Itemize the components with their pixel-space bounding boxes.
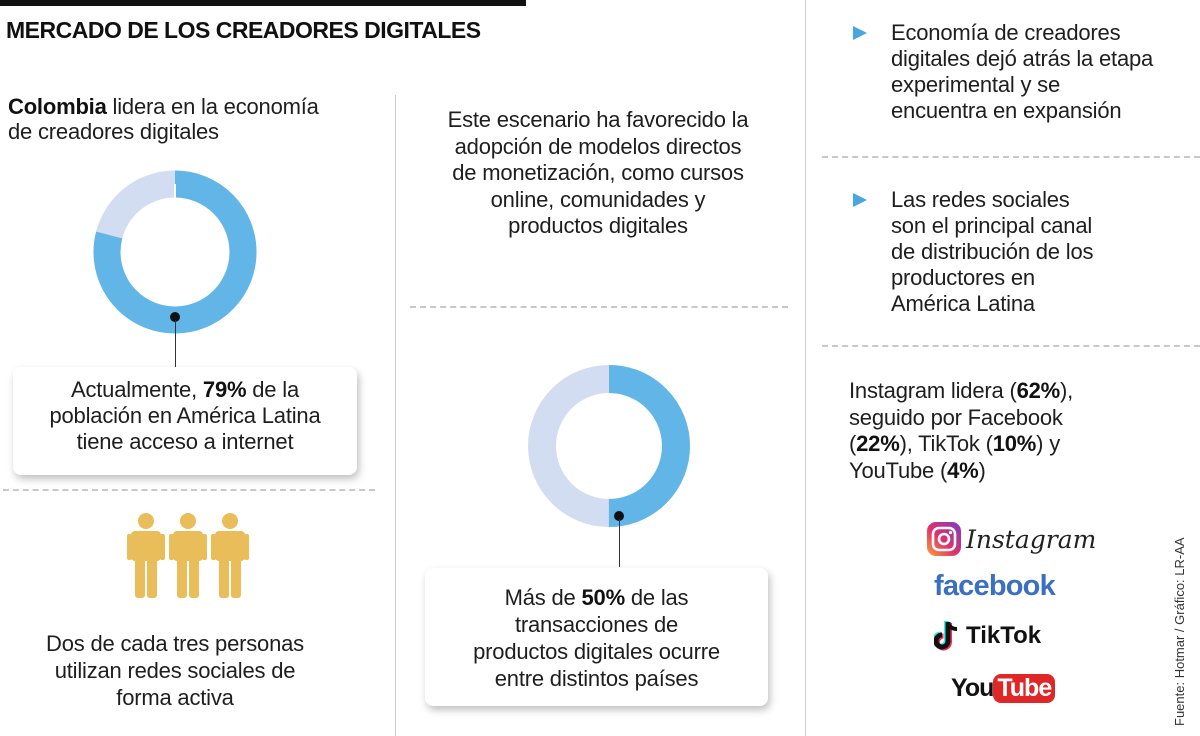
marker-dot — [614, 511, 624, 521]
text: YouTube ( — [849, 457, 948, 483]
tiktok-share: 10% — [992, 431, 1037, 456]
person-icon — [169, 513, 207, 598]
person-icon — [127, 513, 165, 598]
callout-text: población en América Latina — [49, 403, 321, 428]
text-line: de distribución de los — [891, 239, 1094, 264]
text: Instagram lidera ( — [849, 378, 1017, 403]
section-divider — [3, 489, 375, 491]
heading-rest: lidera en la economía — [106, 94, 319, 119]
heading-country: Colombia — [8, 94, 107, 119]
text-line: Las redes sociales — [891, 187, 1070, 212]
callout-text: de la — [246, 377, 299, 402]
section-divider — [410, 306, 788, 308]
text-line: digitales dejó atrás la etapa — [891, 46, 1154, 71]
text-line: online, comunidades y — [490, 186, 706, 212]
text-line: de monetización, como cursos — [452, 160, 744, 185]
marker-dot — [170, 312, 180, 322]
callout-text: entre distintos países — [494, 666, 699, 691]
section-divider — [822, 345, 1200, 347]
text-line: utilizan redes sociales de — [54, 658, 296, 683]
callout-cross-border: Más de 50% de las transacciones de produ… — [425, 568, 768, 706]
text-line: América Latina — [891, 291, 1035, 316]
instagram-share: 62% — [1016, 378, 1061, 403]
page-title: MERCADO DE LOS CREADORES DIGITALES — [6, 17, 481, 43]
text-line: encuentra en expansión — [891, 98, 1122, 123]
callout-text: productos digitales ocurre — [473, 639, 720, 664]
text: ) y — [1036, 431, 1060, 456]
text: ), TikTok ( — [899, 431, 993, 456]
stat-value: 50% — [581, 585, 626, 610]
section-divider — [822, 156, 1200, 158]
person-icon — [211, 513, 249, 598]
text-line: adopción de modelos directos — [454, 133, 742, 159]
text-line: productos digitales — [508, 213, 688, 238]
triangle-bullet-icon — [853, 26, 867, 40]
social-usage-text: Dos de cada tres personas utilizan redes… — [20, 630, 330, 711]
facebook-logo: facebook — [934, 570, 1056, 602]
bullet-text-expansion: Economía de creadores digitales dejó atr… — [891, 20, 1191, 124]
text-line: forma activa — [116, 685, 234, 710]
left-heading: Colombia lidera en la economía de creado… — [8, 94, 388, 144]
tiktok-icon — [934, 621, 958, 651]
callout-connector — [619, 519, 620, 567]
title-bar-rule — [0, 0, 526, 6]
tiktok-logo: TikTok — [934, 620, 1041, 652]
callout-text: de las — [624, 585, 689, 610]
text: seguido por Facebook — [849, 404, 1063, 430]
text-line: Este escenario ha favorecido la — [447, 107, 749, 132]
text: ), — [1060, 378, 1074, 403]
text-line: son el principal canal — [891, 213, 1093, 238]
callout-connector — [175, 320, 176, 368]
column-divider-left — [395, 95, 396, 736]
donut-chart-internet-access — [93, 170, 257, 334]
instagram-icon — [927, 522, 961, 556]
heading-line2: de creadores digitales — [8, 119, 219, 144]
youtube-wordmark-tube: Tube — [993, 674, 1056, 703]
callout-text: tiene acceso a internet — [76, 429, 294, 454]
source-credit: Fuente: Hotmar / Gráfico: LR-AA — [1172, 537, 1187, 726]
callout-text: Más de — [504, 585, 582, 610]
column-divider-right — [805, 0, 806, 736]
text: ( — [849, 431, 857, 456]
monetization-paragraph: Este escenario ha favorecido la adopción… — [410, 107, 786, 240]
people-icon-group — [127, 513, 249, 598]
triangle-bullet-icon — [853, 193, 867, 207]
instagram-logo: Instagram — [927, 522, 1096, 556]
text-line: Economía de creadores — [891, 20, 1121, 45]
youtube-share: 4% — [947, 457, 979, 483]
youtube-logo: You Tube — [951, 674, 1056, 703]
platform-share-text: Instagram lidera (62%), seguido por Face… — [849, 378, 1149, 484]
tiktok-wordmark: TikTok — [966, 622, 1042, 649]
bullet-text-distribution: Las redes sociales son el principal cana… — [891, 187, 1191, 317]
text-line: Dos de cada tres personas — [46, 631, 304, 656]
callout-internet-access: Actualmente, 79% de la población en Amér… — [13, 367, 357, 475]
instagram-wordmark: Instagram — [966, 524, 1097, 554]
stat-value: 79% — [202, 377, 247, 402]
callout-text: transacciones de — [514, 612, 679, 637]
text-line: experimental y se — [891, 72, 1061, 97]
donut-chart-cross-border — [528, 365, 690, 527]
facebook-share: 22% — [856, 431, 900, 456]
youtube-wordmark-you: You — [951, 674, 994, 702]
callout-text: Actualmente, — [71, 377, 203, 402]
text: ) — [978, 457, 986, 483]
text-line: productores en — [891, 265, 1035, 290]
